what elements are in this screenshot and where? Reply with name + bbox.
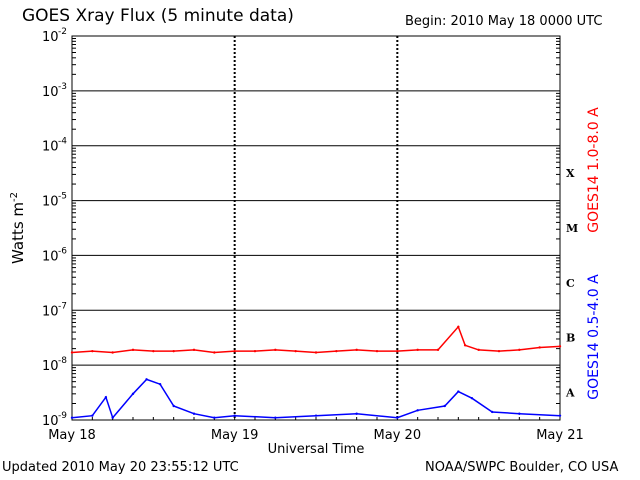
data-point — [457, 325, 460, 328]
data-point — [416, 409, 419, 412]
data-point — [463, 344, 467, 347]
legend-short-channel: GOES14 0.5-4.0 A — [586, 274, 602, 400]
y-tick-label: 10 — [42, 195, 59, 210]
data-point — [158, 382, 162, 386]
data-point — [152, 349, 155, 353]
data-point — [91, 414, 94, 417]
y-tick-label: 10 — [42, 140, 59, 155]
data-point — [253, 349, 257, 353]
data-point — [91, 349, 94, 353]
y-tick-exponent: -6 — [58, 246, 67, 256]
data-point — [470, 396, 474, 400]
credit-label: NOAA/SWPC Boulder, CO USA — [425, 460, 619, 475]
data-point — [233, 414, 236, 417]
x-axis-label: Universal Time — [268, 442, 365, 457]
data-point — [192, 412, 196, 415]
series-line-short — [71, 378, 561, 420]
y-tick-label: 10 — [42, 414, 59, 429]
data-point — [457, 390, 460, 393]
data-point — [416, 348, 419, 352]
data-point — [355, 348, 358, 352]
data-point — [111, 416, 114, 419]
x-tick-label: May 18 — [48, 428, 96, 443]
data-point — [396, 349, 399, 353]
y-tick-label: 10 — [42, 359, 59, 374]
data-point — [355, 412, 358, 415]
y-tick-exponent: -2 — [58, 27, 67, 37]
y-tick-label: 10 — [42, 249, 59, 264]
data-point — [213, 416, 216, 419]
data-point — [518, 412, 521, 415]
data-point — [335, 349, 338, 353]
chart-title: GOES Xray Flux (5 minute data) — [22, 6, 294, 26]
updated-time: Updated 2010 May 20 23:55:12 UTC — [2, 460, 239, 475]
data-point — [274, 348, 277, 352]
series-line-long — [71, 325, 561, 354]
data-point — [558, 414, 562, 417]
data-point — [172, 349, 175, 353]
x-tick-label: May 21 — [536, 428, 584, 443]
data-point — [314, 351, 318, 354]
data-point — [104, 396, 108, 399]
data-point — [491, 410, 494, 414]
begin-time: Begin: 2010 May 18 0000 UTC — [405, 14, 603, 29]
y-tick-exponent: -8 — [58, 356, 67, 366]
data-point — [213, 351, 216, 354]
y-tick-label: 10 — [42, 30, 59, 45]
data-point — [145, 378, 148, 381]
data-point — [233, 349, 236, 353]
y-axis-label: Watts m-2 — [9, 192, 27, 264]
data-point — [294, 349, 297, 353]
data-point — [70, 351, 74, 354]
y-tick-exponent: -3 — [58, 82, 67, 92]
y-tick-exponent: -4 — [58, 137, 67, 147]
data-point — [111, 351, 114, 354]
flare-class-label: X — [566, 167, 575, 180]
flare-class-label: M — [566, 222, 578, 235]
data-point — [477, 348, 480, 352]
flare-class-label: B — [566, 332, 575, 345]
y-tick-label: 10 — [42, 85, 59, 100]
data-point — [436, 348, 440, 352]
data-point — [443, 404, 446, 408]
data-point — [131, 348, 135, 352]
data-point — [375, 349, 379, 353]
data-point — [314, 414, 318, 417]
plot-frame — [71, 35, 561, 421]
legend-long-channel: GOES14 1.0-8.0 A — [586, 107, 602, 233]
data-point — [70, 416, 74, 419]
data-point — [192, 348, 196, 352]
flare-class-label: C — [566, 277, 575, 290]
data-point — [274, 416, 277, 419]
x-tick-label: May 20 — [374, 428, 422, 443]
flare-class-label: A — [565, 387, 575, 400]
y-tick-label: 10 — [42, 304, 59, 319]
y-tick-exponent: -7 — [58, 301, 67, 311]
data-point — [396, 416, 399, 419]
data-point — [497, 349, 501, 353]
y-tick-exponent: -9 — [58, 411, 67, 421]
x-tick-label: May 19 — [211, 428, 259, 443]
data-point — [131, 392, 135, 396]
data-point — [518, 348, 521, 352]
y-tick-exponent: -5 — [58, 192, 67, 202]
data-point — [538, 346, 541, 349]
data-point — [172, 404, 175, 408]
data-point — [558, 345, 562, 348]
